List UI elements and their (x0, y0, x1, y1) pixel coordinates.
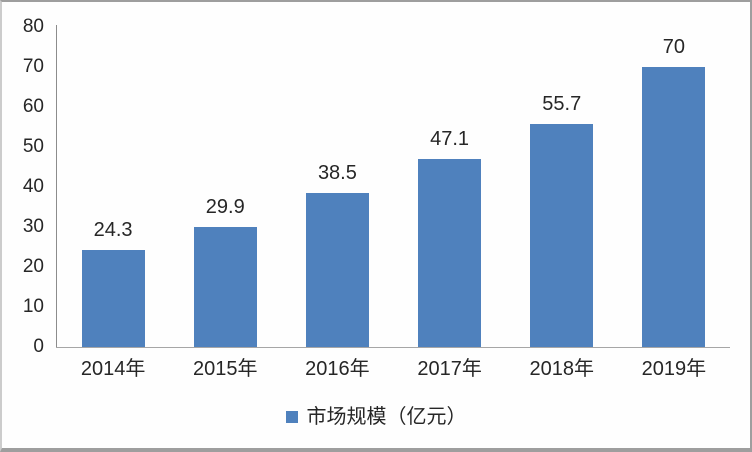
bar-2018年 (530, 124, 594, 347)
bar-2017年 (418, 158, 482, 347)
bar-2019年 (642, 67, 706, 347)
y-tick-10: 10 (22, 296, 44, 317)
x-axis-line (56, 347, 730, 348)
legend: 市场规模（亿元） (2, 405, 750, 429)
legend-label: 市场规模（亿元） (306, 406, 467, 428)
y-tick-30: 30 (22, 216, 44, 237)
y-tick-0: 0 (33, 336, 44, 357)
data-label-2015年: 29.9 (205, 196, 245, 219)
x-label-2018年: 2018年 (529, 358, 595, 380)
data-label-2014年: 24.3 (93, 218, 133, 241)
y-tick-60: 60 (22, 96, 44, 117)
bar-2014年 (81, 249, 145, 347)
data-label-2019年: 70 (662, 36, 686, 58)
x-label-2017年: 2017年 (417, 358, 482, 380)
y-tick-80: 80 (22, 16, 44, 37)
x-label-2016年: 2016年 (305, 358, 370, 380)
y-tick-20: 20 (22, 256, 44, 277)
bar-2015年 (193, 227, 257, 347)
y-tick-40: 40 (22, 176, 44, 197)
data-label-2018年: 55.7 (542, 93, 582, 116)
data-label-2016年: 38.5 (317, 162, 357, 184)
y-tick-70: 70 (22, 56, 44, 77)
data-label-2017年: 47.1 (430, 127, 470, 150)
x-label-2015年: 2015年 (193, 358, 258, 380)
bar-2016年 (305, 193, 369, 347)
x-label-2019年: 2019年 (641, 358, 707, 380)
x-label-2014年: 2014年 (80, 358, 146, 380)
y-tick-50: 50 (22, 136, 44, 157)
legend-square-icon (285, 411, 298, 423)
y-axis-line (56, 25, 57, 347)
